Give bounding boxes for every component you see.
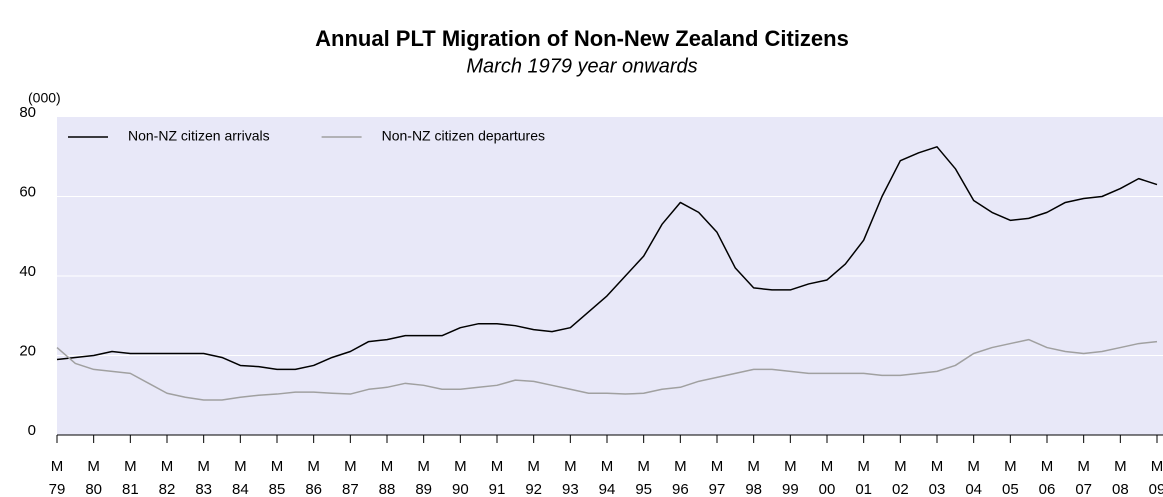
x-tick-label: M 97 (708, 458, 726, 497)
x-tick-label: M 81 (121, 458, 139, 497)
x-tick-label: M 87 (341, 458, 359, 497)
x-tick-label: M 08 (1111, 458, 1129, 497)
x-tick-label: M 05 (1001, 458, 1019, 497)
x-tick-label: M 00 (818, 458, 836, 497)
x-tick-label: M 98 (745, 458, 762, 497)
y-tick-label: 60 (19, 183, 36, 200)
x-tick-label: M 91 (488, 458, 506, 497)
chart-subtitle: March 1979 year onwards (466, 55, 697, 77)
x-tick-label: M 80 (85, 458, 102, 497)
legend-label: Non-NZ citizen arrivals (128, 128, 270, 144)
x-tick-label: M 01 (855, 458, 872, 497)
x-tick-label: M 02 (891, 458, 909, 497)
y-axis-label: (000) (28, 90, 61, 106)
x-tick-label: M 84 (231, 458, 249, 497)
x-tick-label: M 94 (598, 458, 616, 497)
series-line (56, 338, 1158, 401)
x-tick-label: M 88 (378, 458, 396, 497)
x-tick-label: M 99 (781, 458, 799, 497)
x-tick-label: M 89 (415, 458, 432, 497)
x-tick-label: M 85 (268, 458, 286, 497)
x-tick-label: M 79 (48, 458, 66, 497)
series-line (56, 146, 1158, 371)
chart-title: Annual PLT Migration of Non-New Zealand … (315, 26, 849, 51)
y-tick-label: 0 (28, 422, 36, 439)
x-tick-label: M 86 (305, 458, 322, 497)
y-tick-label: 80 (19, 104, 36, 121)
x-tick-label: M 09 (1148, 458, 1163, 497)
y-tick-label: 20 (19, 342, 36, 359)
x-tick-label: M 03 (928, 458, 946, 497)
x-tick-label: M 90 (451, 458, 469, 497)
x-tick-label: M 92 (525, 458, 542, 497)
y-tick-label: 40 (19, 263, 36, 280)
x-tick-label: M 82 (158, 458, 176, 497)
x-tick-label: M 83 (195, 458, 212, 497)
x-tick-label: M 07 (1075, 458, 1092, 497)
x-tick-label: M 06 (1038, 458, 1056, 497)
x-tick-label: M 95 (635, 458, 652, 497)
x-tick-label: M 04 (965, 458, 982, 497)
x-tick-label: M 96 (671, 458, 689, 497)
x-tick-label: M 93 (561, 458, 579, 497)
legend-label: Non-NZ citizen departures (382, 128, 545, 144)
